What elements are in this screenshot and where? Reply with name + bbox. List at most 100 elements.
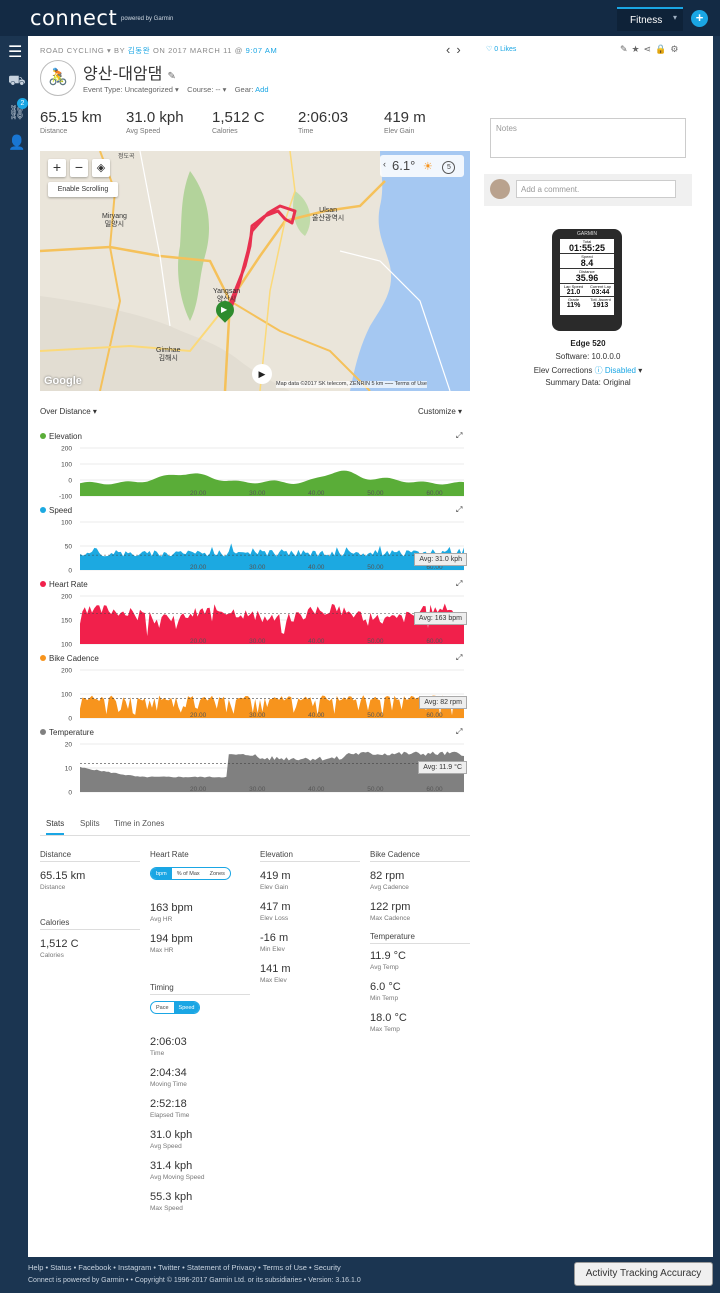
main-content: ROAD CYCLING ▾ BY 김동완 ON 2017 MARCH 11 @… (28, 36, 713, 1257)
y-tick-label: 200 (61, 594, 72, 601)
stat-value: 2:04:34 (150, 1067, 187, 1079)
tab-splits[interactable]: Splits (80, 819, 100, 828)
star-icon[interactable]: ★ (631, 44, 644, 54)
hr-unit-toggle[interactable]: bpm% of Max Zones (150, 867, 231, 880)
fitness-tab[interactable]: Fitness (617, 7, 683, 31)
chart-title-text: Elevation (49, 432, 82, 441)
edit-title-icon[interactable]: ✎ (167, 71, 176, 82)
enable-scrolling-button[interactable]: Enable Scrolling (48, 182, 118, 197)
footer-links[interactable]: Help • Status • Facebook • Instagram • T… (28, 1263, 341, 1272)
stat-label: Elapsed Time (150, 1112, 190, 1119)
stat-value: 2:06:03 (150, 1036, 187, 1048)
activity-time[interactable]: 9:07 AM (245, 46, 278, 55)
series-area (80, 470, 464, 496)
activity-type[interactable]: ROAD CYCLING (40, 46, 105, 55)
cycling-icon: 🚴 (40, 60, 76, 96)
tab-stats[interactable]: Stats (46, 819, 65, 835)
layers-icon[interactable]: ◈ (92, 159, 110, 177)
stat-label: Avg Temp (370, 964, 399, 971)
lock-icon[interactable]: 🔒 (655, 44, 671, 54)
expand-chart-icon[interactable]: ⤢ (456, 431, 463, 440)
comment-input[interactable]: Add a comment. (516, 180, 676, 198)
map-label-top: 정도곡 (118, 154, 135, 160)
help-icon[interactable]: ⓘ (594, 366, 603, 375)
edit-icon[interactable]: ✎ (620, 44, 632, 54)
map-label-miryang: Miryang 밀양시 (102, 213, 127, 228)
chart-title: Temperature (40, 728, 94, 737)
stats-elevation: Elevation 419 m Elev Gain 417 m Elev Loss -1… (260, 850, 360, 984)
stats-tabs: Stats Splits Time in Zones (40, 813, 470, 836)
y-tick-label: 100 (61, 462, 72, 469)
chart-svg[interactable]: 200 150 100 20.00 30.00 40.00 50.00 60.00 (28, 590, 468, 654)
expand-chart-icon[interactable]: ⤢ (456, 727, 463, 736)
prev-activity-icon[interactable]: ‹ (446, 42, 457, 57)
series-area (80, 543, 464, 570)
map-label-yangsan: Yangsan 양산시 (213, 288, 241, 303)
zoom-out-button[interactable]: − (70, 159, 88, 177)
expand-chart-icon[interactable]: ⤢ (456, 505, 463, 514)
play-route-button[interactable]: ▶ (252, 364, 272, 384)
series-area (80, 603, 464, 644)
stat-label: Avg Moving Speed (150, 1174, 205, 1181)
y-tick-label: 100 (61, 692, 72, 699)
x-tick-label: 30.00 (249, 786, 266, 793)
device-name: Edge 520 (570, 339, 606, 348)
x-tick-label: 20.00 (190, 564, 207, 571)
elev-corrections-dropdown[interactable]: Disabled ▾ (604, 366, 643, 375)
tab-time-in-zones[interactable]: Time in Zones (114, 819, 165, 828)
chevron-down-icon[interactable]: ▾ (673, 13, 678, 22)
stat-label: Avg Cadence (370, 884, 409, 891)
share-icon[interactable]: ⋖ (643, 44, 656, 54)
cadence-list: 82 rpm Avg Cadence 122 rpm Max Cadence (370, 870, 470, 922)
user-icon[interactable]: 👤 (8, 134, 26, 150)
stat-label: Max Speed (150, 1205, 183, 1212)
x-tick-label: 40.00 (308, 490, 325, 497)
sun-icon: ☀ (422, 161, 433, 173)
weather-widget[interactable]: ‹ 6.1° ☀ 5 (380, 155, 464, 177)
chart-title-text: Heart Rate (49, 580, 88, 589)
event-type-dropdown[interactable]: Uncategorized ▾ (124, 85, 179, 94)
activity-meta: ROAD CYCLING ▾ BY 김동완 ON 2017 MARCH 11 @… (40, 46, 278, 55)
x-tick-label: 20.00 (190, 490, 207, 497)
x-tick-label: 50.00 (367, 712, 384, 719)
expand-chart-icon[interactable]: ⤢ (456, 579, 463, 588)
menu-icon[interactable]: ☰ (8, 44, 23, 61)
stat-value: 82 rpm (370, 870, 405, 882)
x-tick-label: 40.00 (308, 564, 325, 571)
stat-value: 141 m (260, 963, 291, 975)
chart-title: Speed (40, 506, 72, 515)
stat-label: Moving Time (150, 1081, 187, 1088)
expand-chart-icon[interactable]: ⤢ (456, 653, 463, 662)
summary-avg-speed: 31.0 kph Avg Speed (126, 109, 184, 135)
x-axis-dropdown[interactable]: Over Distance ▾ (40, 407, 97, 416)
chart-svg[interactable]: 20 10 0 20.00 30.00 40.00 50.00 60.00 (28, 738, 468, 802)
chart-svg[interactable]: 100 50 0 20.00 30.00 40.00 50.00 60.00 (28, 516, 468, 580)
notes-field[interactable]: Notes (490, 118, 686, 158)
connect-logo[interactable]: connect (30, 6, 118, 30)
author-link[interactable]: 김동완 (127, 46, 151, 55)
stat-label: Elev Gain (260, 884, 289, 891)
chart-svg[interactable]: 200 100 0 20.00 30.00 40.00 50.00 60.00 (28, 664, 468, 728)
gear-icon[interactable]: ⚙ (670, 44, 683, 54)
chart-svg[interactable]: 200 100 0 -100 20.00 30.00 40.00 50.00 60.00 (28, 442, 468, 506)
add-gear-link[interactable]: Add (255, 85, 269, 94)
timing-unit-toggle[interactable]: Pace Speed (150, 1001, 201, 1014)
add-button[interactable]: + (691, 10, 708, 27)
chevron-left-icon[interactable]: ‹ (383, 159, 386, 169)
activity-tracking-accuracy-button[interactable]: Activity Tracking Accuracy (574, 1262, 713, 1286)
next-activity-icon[interactable]: › (456, 42, 467, 57)
zoom-in-button[interactable]: + (48, 159, 66, 177)
activity-dropdowns: Event Type: Uncategorized ▾ Course: -- ▾… (83, 85, 269, 94)
likes-link[interactable]: ♡ 0 Likes (486, 46, 517, 53)
device-icon[interactable]: ⛟ (8, 72, 26, 88)
customize-dropdown[interactable]: Customize ▾ (418, 407, 463, 416)
route-map[interactable]: + − ◈ Enable Scrolling ‹ 6.1° ☀ 5 Miryan… (40, 151, 470, 391)
summary-distance: 65.15 km Distance (40, 109, 102, 135)
avg-label: Avg: 31.0 kph (414, 553, 467, 567)
activity-title[interactable]: 양산-대암댐 ✎ (83, 64, 176, 83)
y-tick-label: 0 (68, 568, 72, 575)
course-dropdown[interactable]: -- ▾ (215, 85, 227, 94)
top-bar: connect powered by Garmin Fitness ▾ + (0, 0, 720, 36)
map-credit[interactable]: Map data ©2017 SK telecom, ZENRIN 5 km ⎯… (276, 381, 427, 388)
stat-label: Max Cadence (370, 915, 411, 922)
